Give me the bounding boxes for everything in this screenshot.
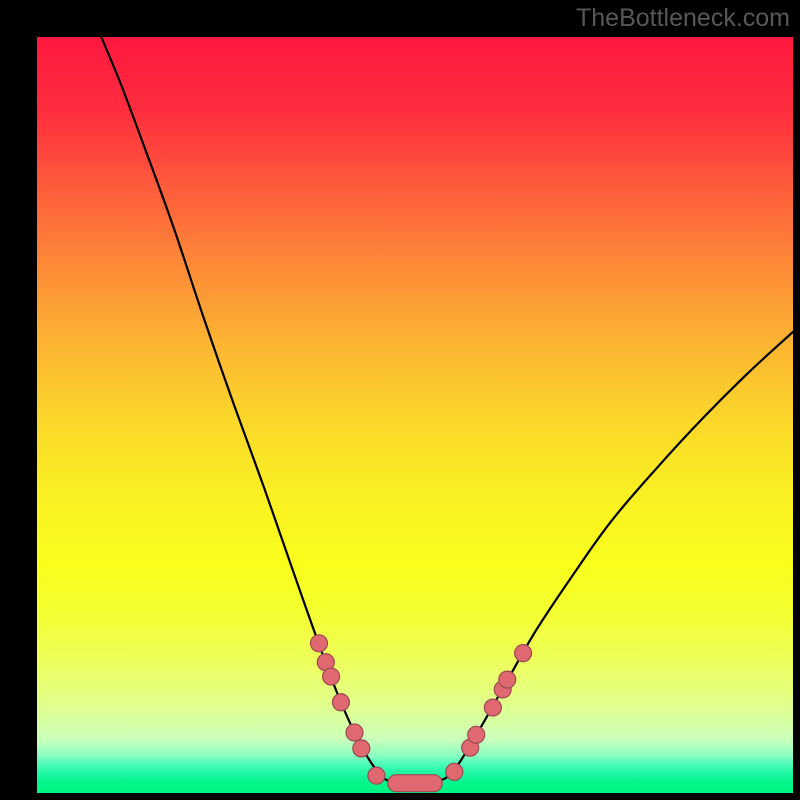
marker-left-5 xyxy=(353,740,370,757)
marker-right-2 xyxy=(468,726,485,743)
marker-left-4 xyxy=(346,724,363,741)
plot-svg xyxy=(37,37,793,793)
marker-right-3 xyxy=(484,699,501,716)
marker-left-0 xyxy=(310,635,327,652)
marker-left-3 xyxy=(332,694,349,711)
plot-area xyxy=(37,37,793,793)
marker-left-2 xyxy=(323,668,340,685)
marker-flat-bar xyxy=(388,775,442,792)
markers-group xyxy=(310,635,531,792)
marker-right-5 xyxy=(499,671,516,688)
watermark-text: TheBottleneck.com xyxy=(576,4,790,33)
marker-right-0 xyxy=(446,763,463,780)
marker-right-6 xyxy=(515,645,532,662)
marker-left-6 xyxy=(368,767,385,784)
curve-left xyxy=(101,37,392,782)
